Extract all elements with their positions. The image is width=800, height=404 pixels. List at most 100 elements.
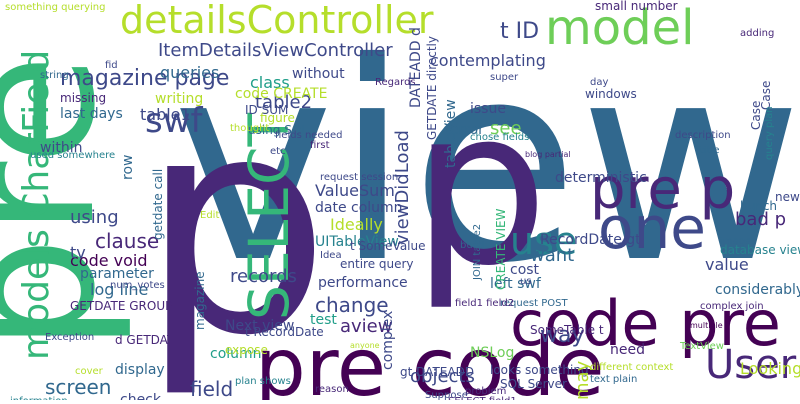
word: value [705, 255, 749, 274]
word: detailsController [120, 0, 434, 42]
word: field [190, 377, 233, 400]
word: left swf [490, 276, 542, 292]
word: SELECT field1 [448, 396, 517, 400]
word: may [572, 360, 593, 400]
word: class [250, 73, 290, 92]
word: within [40, 140, 82, 156]
word: getdate call [151, 169, 165, 240]
word: Next view [225, 318, 294, 334]
word: t SomeValue [350, 239, 426, 253]
word: test [310, 312, 337, 328]
word: code void [70, 251, 148, 270]
word: field1 field2 [455, 298, 514, 309]
word: us [520, 276, 532, 287]
word: table2 [255, 92, 312, 113]
word: pre code [255, 321, 605, 400]
word: string [40, 70, 69, 81]
word: User [705, 342, 797, 388]
word: Ideally [330, 215, 383, 234]
word: using SQL [248, 123, 308, 137]
word: missing [60, 91, 106, 105]
word: last days [60, 106, 123, 122]
word: t ID [500, 19, 539, 44]
word: fields needed [275, 130, 342, 141]
word: screen [45, 375, 111, 399]
word: thought [230, 123, 269, 134]
word: gt DATEADD [400, 365, 474, 379]
word: clause [95, 229, 159, 253]
word: code CREATE [235, 86, 327, 102]
word: RecordDate gt [540, 232, 641, 248]
word: adding [740, 28, 774, 39]
word: way [540, 323, 585, 348]
word: entire query [340, 257, 414, 271]
word: cover [75, 366, 104, 377]
word: ValueSum [315, 181, 395, 200]
word: description [675, 130, 731, 141]
word: p [412, 62, 548, 313]
word: etc [270, 146, 286, 157]
word: p [140, 52, 330, 400]
word: super [490, 72, 519, 83]
word: records [230, 266, 297, 287]
word: SELECT [237, 113, 301, 320]
word: SomeTable t [530, 323, 604, 337]
word: build [460, 240, 485, 251]
word: complex join [700, 301, 764, 312]
word: multiple [690, 321, 723, 330]
word: day [590, 77, 608, 88]
word: log line [90, 280, 148, 299]
word: column [210, 346, 262, 362]
word: Regards [375, 77, 416, 88]
word: figure [260, 111, 295, 125]
word: expose [225, 343, 268, 357]
word: change [315, 293, 389, 317]
word: complex [380, 311, 396, 370]
word: JOIN table2 [472, 224, 483, 281]
word: something querying [5, 2, 105, 13]
word: Looking [740, 359, 800, 378]
word: view [172, 4, 800, 323]
word: one [598, 194, 706, 262]
word: SQL Server [500, 377, 567, 391]
word: Edit [200, 210, 219, 221]
word: NSLog [470, 345, 514, 361]
word: query plan [764, 106, 775, 160]
word: fid [105, 60, 118, 71]
word: plan shows [235, 376, 291, 387]
word: used somewhere [30, 150, 115, 161]
word: Exception [45, 332, 94, 343]
word: check [120, 392, 162, 400]
word: chose fields [470, 132, 529, 143]
word: queries [160, 63, 219, 82]
word: UITableView [315, 234, 399, 250]
word: Suppose [425, 390, 468, 400]
word: performance [318, 275, 408, 291]
word: windows [585, 87, 637, 101]
word: information [10, 396, 68, 400]
word: considerably [715, 282, 800, 298]
word: parameter [80, 266, 154, 282]
word: text plain [590, 374, 637, 385]
word: bunch [740, 199, 777, 213]
word: reason [315, 384, 349, 395]
word: title [700, 145, 720, 156]
word: display [115, 362, 165, 378]
word: viewDidLoad [392, 130, 413, 245]
word: objects [410, 366, 475, 387]
word: deterministic [555, 170, 647, 186]
word: Idea [320, 250, 342, 261]
word: first [310, 140, 330, 151]
word: ID SUM [245, 103, 288, 117]
word: writing [155, 91, 203, 107]
word: TextView [679, 341, 724, 352]
word: d GETDATE [115, 333, 182, 347]
word: row [120, 155, 136, 180]
word: magazine page [60, 66, 229, 91]
word: without [292, 66, 345, 82]
word: Case [759, 81, 773, 110]
word: GETDATE GROUP [70, 299, 172, 313]
word: using [70, 207, 119, 228]
word: swf [145, 101, 204, 141]
